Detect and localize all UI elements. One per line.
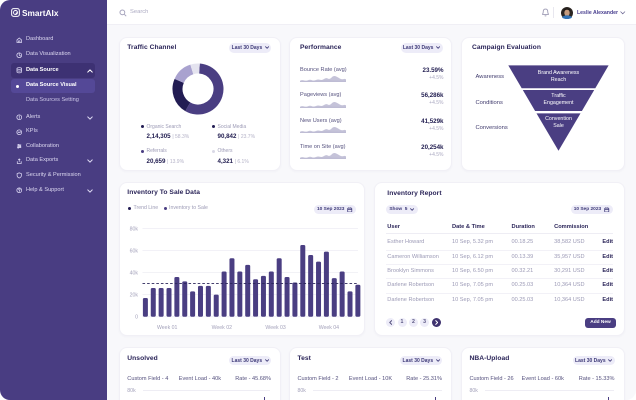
svg-text:Week 03: Week 03 xyxy=(265,325,285,331)
svg-text:40k: 40k xyxy=(129,270,138,276)
svg-text:Week 04: Week 04 xyxy=(318,325,338,331)
svg-text:60k: 60k xyxy=(129,248,138,254)
svg-text:Week 02: Week 02 xyxy=(211,325,231,331)
svg-text:Week 01: Week 01 xyxy=(157,325,177,331)
svg-text:0: 0 xyxy=(135,314,138,320)
svg-text:80k: 80k xyxy=(129,226,138,232)
svg-text:20k: 20k xyxy=(129,292,138,298)
